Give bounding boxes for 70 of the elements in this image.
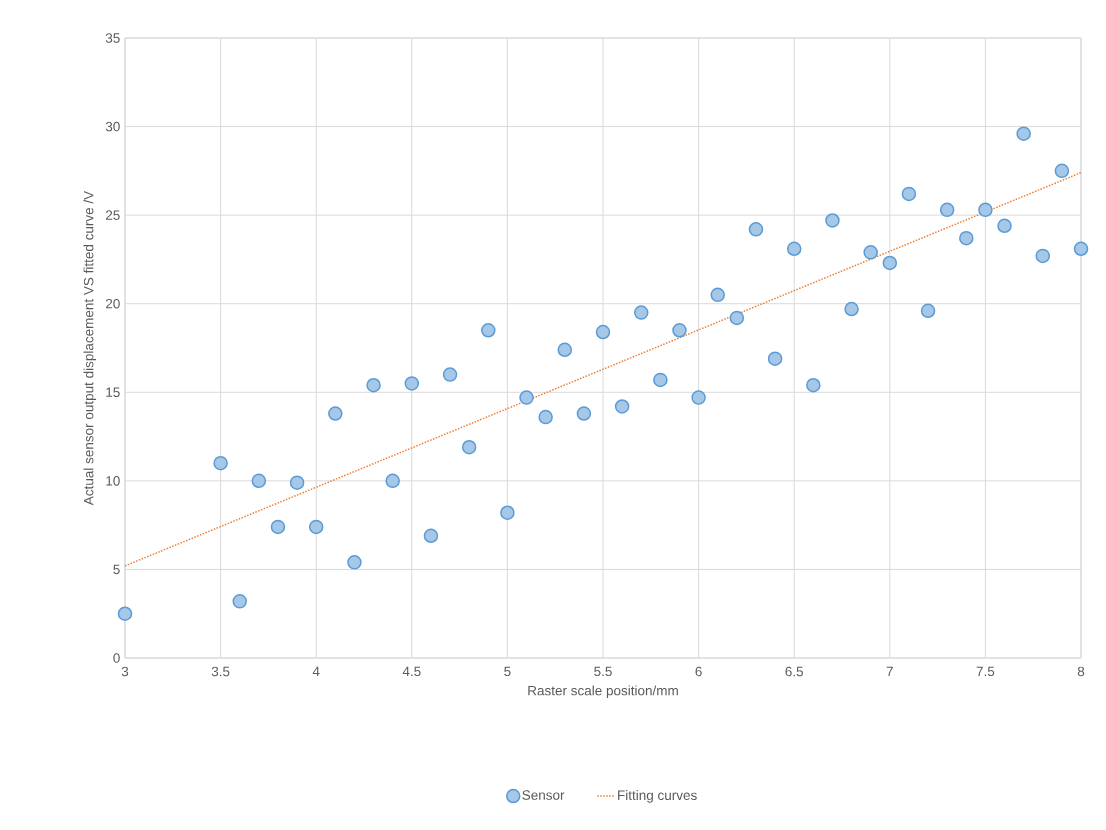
y-axis-title: Actual sensor output displacement VS fitted curve /V (83, 190, 97, 506)
point (978, 202, 993, 218)
x-tick-label: 3 (121, 666, 129, 677)
point (748, 222, 764, 237)
point (251, 473, 267, 489)
point (423, 528, 439, 544)
x-tick-label: 6 (695, 666, 702, 677)
point (806, 377, 821, 393)
point (1054, 163, 1070, 179)
point (385, 473, 400, 489)
x-tick-label: 5 (504, 666, 511, 677)
point (920, 303, 936, 319)
point (1035, 248, 1051, 264)
point (308, 519, 324, 535)
point (672, 323, 687, 338)
y-tick-label: 0 (113, 653, 120, 663)
y-tick-label: 5 (113, 564, 120, 575)
point (825, 213, 840, 228)
y-tick-label: 30 (105, 121, 120, 132)
y-tick-label: 10 (106, 476, 120, 486)
point (557, 342, 573, 358)
y-tick-label: 35 (105, 33, 120, 43)
point (767, 351, 783, 366)
point (786, 241, 802, 257)
point (710, 287, 725, 303)
y-tick-label: 25 (105, 210, 120, 220)
point (500, 505, 515, 520)
x-tick-label: 7 (886, 666, 893, 676)
x-tick-label: 6.5 (785, 666, 804, 677)
legend-label: Sensor (522, 790, 565, 800)
point (270, 519, 286, 535)
legend-label: Fitting curves (618, 790, 697, 803)
point (366, 377, 381, 393)
point (653, 372, 668, 388)
x-tick-label: 3.5 (211, 666, 230, 677)
point (1073, 241, 1089, 257)
point (538, 409, 553, 425)
x-tick-label: 4.5 (402, 666, 421, 677)
point (347, 555, 362, 570)
y-tick-label: 20 (105, 298, 120, 309)
point (863, 245, 878, 260)
point (328, 406, 343, 421)
point (461, 439, 477, 455)
x-tick-label: 4 (312, 666, 320, 676)
point (404, 376, 420, 391)
point (481, 323, 496, 338)
point (232, 594, 247, 609)
point (997, 218, 1012, 234)
point (289, 475, 305, 490)
x-axis-title: Raster scale position/mm (528, 685, 678, 699)
y-tick-label: 15 (106, 387, 120, 397)
point (576, 406, 592, 421)
point (901, 186, 917, 202)
point (213, 455, 228, 471)
point (117, 606, 133, 621)
x-tick-label: 8 (1077, 666, 1085, 677)
point (882, 255, 898, 271)
x-tick-label: 5.5 (594, 666, 612, 677)
point (959, 230, 974, 246)
point (519, 390, 534, 405)
x-tick-label: 7.5 (976, 666, 995, 677)
point (442, 367, 458, 382)
point (595, 324, 611, 340)
point (1016, 126, 1031, 141)
point (729, 310, 745, 326)
point (614, 399, 630, 414)
point (939, 202, 955, 218)
point (691, 390, 706, 405)
point (634, 305, 649, 320)
point (844, 301, 859, 317)
